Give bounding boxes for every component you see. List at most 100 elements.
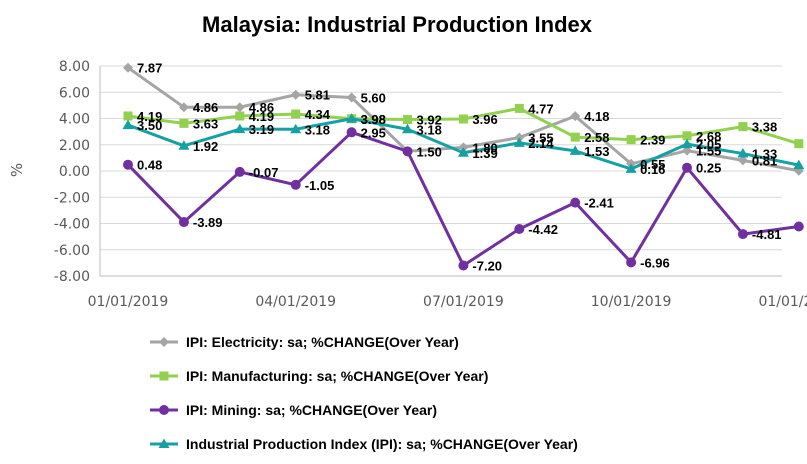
data-label: -1.05 bbox=[305, 178, 335, 193]
data-point bbox=[793, 159, 805, 170]
data-label: 3.38 bbox=[752, 120, 777, 135]
data-point bbox=[291, 109, 301, 119]
y-tick-label: 0.00 bbox=[59, 164, 90, 180]
y-tick-label: -4.00 bbox=[54, 217, 90, 233]
data-label: 3.92 bbox=[417, 113, 442, 128]
data-point bbox=[682, 162, 693, 173]
data-label: -4.42 bbox=[528, 222, 558, 237]
legend-item: IPI: Electricity: sa; %CHANGE(Over Year) bbox=[150, 334, 459, 350]
data-point bbox=[159, 337, 169, 347]
data-label: 3.98 bbox=[361, 112, 386, 127]
data-label: 3.55 bbox=[528, 131, 553, 146]
data-label: 3.18 bbox=[305, 122, 330, 137]
y-tick-label: 4.00 bbox=[59, 112, 90, 128]
legend-item: IPI: Manufacturing: sa; %CHANGE(Over Yea… bbox=[150, 368, 488, 384]
data-labels: 7.87 4.86 4.86 5.81 5.60 1.50 1.80 3.55 4.18 0.55… bbox=[137, 61, 782, 274]
data-point bbox=[793, 221, 804, 232]
data-point bbox=[682, 131, 692, 141]
data-point bbox=[346, 92, 357, 103]
data-point bbox=[158, 438, 170, 448]
data-point bbox=[626, 257, 637, 268]
data-point bbox=[570, 111, 581, 122]
series-lines bbox=[122, 62, 805, 271]
legend-label: Industrial Production Index (IPI): sa; %… bbox=[186, 436, 578, 452]
y-axis-label: % bbox=[8, 163, 26, 177]
y-tick-label: -2.00 bbox=[54, 190, 90, 206]
data-point bbox=[681, 138, 693, 149]
data-point bbox=[514, 224, 525, 235]
data-label: 2.14 bbox=[528, 136, 554, 151]
data-label: 4.86 bbox=[249, 100, 274, 115]
data-label: 5.60 bbox=[361, 91, 386, 106]
data-label: -7.20 bbox=[472, 259, 502, 274]
legend-label: IPI: Mining: sa; %CHANGE(Over Year) bbox=[186, 402, 437, 418]
data-point bbox=[738, 122, 748, 132]
data-label: -3.89 bbox=[193, 215, 223, 230]
data-point bbox=[403, 115, 413, 125]
y-tick-label: 6.00 bbox=[59, 85, 90, 101]
data-label: 7.87 bbox=[137, 61, 162, 76]
data-point bbox=[625, 163, 637, 173]
data-label: 0.48 bbox=[137, 158, 162, 173]
data-label: 3.96 bbox=[472, 112, 497, 127]
data-label: 3.50 bbox=[137, 118, 162, 133]
y-tick-label: -8.00 bbox=[54, 269, 90, 285]
data-label: 4.19 bbox=[137, 109, 162, 124]
data-label: 4.19 bbox=[249, 109, 274, 124]
data-point bbox=[570, 197, 581, 208]
data-point bbox=[123, 62, 133, 73]
data-point bbox=[402, 146, 413, 157]
legend-item: IPI: Mining: sa; %CHANGE(Over Year) bbox=[150, 402, 437, 418]
data-point bbox=[159, 371, 169, 381]
data-label: 0.81 bbox=[752, 153, 777, 168]
x-tick-label: 10/01/2019 bbox=[591, 294, 672, 310]
data-label: 1.39 bbox=[472, 146, 497, 161]
data-label: -6.96 bbox=[640, 255, 670, 270]
data-point bbox=[682, 145, 693, 156]
data-label: 1.92 bbox=[193, 139, 218, 154]
data-point bbox=[123, 159, 133, 170]
data-label: 2.58 bbox=[584, 130, 609, 145]
data-label: 3.63 bbox=[193, 116, 218, 131]
data-label: 1.55 bbox=[696, 144, 721, 159]
data-label: -2.41 bbox=[584, 196, 614, 211]
data-point bbox=[234, 166, 245, 177]
data-point bbox=[235, 111, 245, 121]
data-point bbox=[178, 217, 189, 228]
data-label: 2.68 bbox=[696, 129, 721, 144]
data-label: 1.50 bbox=[417, 144, 442, 159]
data-label: 4.77 bbox=[528, 101, 553, 116]
data-point bbox=[122, 119, 134, 130]
legend-label: IPI: Electricity: sa; %CHANGE(Over Year) bbox=[186, 334, 459, 350]
data-point bbox=[794, 139, 804, 149]
data-point bbox=[626, 135, 636, 145]
data-point bbox=[234, 102, 245, 113]
data-label: 5.81 bbox=[305, 88, 330, 103]
data-point bbox=[346, 127, 357, 138]
data-label: 1.33 bbox=[752, 147, 777, 162]
data-label: 1.53 bbox=[584, 144, 609, 159]
y-tick-label: 8.00 bbox=[59, 59, 90, 75]
data-label: 4.86 bbox=[193, 100, 218, 115]
data-label: 0.16 bbox=[640, 162, 665, 177]
data-label: 2.05 bbox=[696, 137, 721, 152]
x-tick-label: 04/01/2019 bbox=[255, 294, 336, 310]
data-label: 0.55 bbox=[640, 157, 665, 172]
legend-item: Industrial Production Index (IPI): sa; %… bbox=[150, 436, 578, 452]
series-3 bbox=[122, 113, 805, 173]
x-tick-label: 01/01/2019 bbox=[88, 294, 169, 310]
data-point bbox=[570, 132, 580, 142]
data-label: 0.25 bbox=[696, 161, 721, 176]
gridlines bbox=[100, 65, 782, 277]
y-tick-label: -6.00 bbox=[54, 243, 90, 259]
data-point bbox=[159, 405, 169, 415]
data-label: -0.07 bbox=[249, 165, 279, 180]
data-label: 3.19 bbox=[249, 122, 274, 137]
chart-title: Malaysia: Industrial Production Index bbox=[202, 12, 593, 37]
data-label: 1.80 bbox=[472, 140, 497, 155]
data-point bbox=[458, 114, 468, 124]
data-point bbox=[290, 179, 301, 190]
data-point bbox=[737, 155, 748, 166]
data-label: 3.18 bbox=[417, 122, 442, 137]
